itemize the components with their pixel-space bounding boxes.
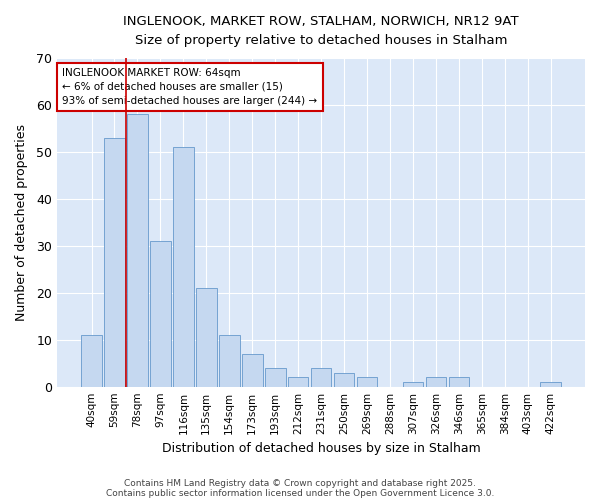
- Text: Contains public sector information licensed under the Open Government Licence 3.: Contains public sector information licen…: [106, 488, 494, 498]
- X-axis label: Distribution of detached houses by size in Stalham: Distribution of detached houses by size …: [162, 442, 481, 455]
- Bar: [425, 378, 446, 386]
- Bar: [403, 382, 423, 386]
- Bar: [288, 378, 308, 386]
- Bar: [127, 114, 148, 386]
- Bar: [81, 335, 102, 386]
- Text: Contains HM Land Registry data © Crown copyright and database right 2025.: Contains HM Land Registry data © Crown c…: [124, 478, 476, 488]
- Bar: [334, 372, 355, 386]
- Bar: [104, 138, 125, 386]
- Bar: [150, 241, 171, 386]
- Bar: [311, 368, 331, 386]
- Bar: [356, 378, 377, 386]
- Bar: [265, 368, 286, 386]
- Bar: [449, 378, 469, 386]
- Bar: [242, 354, 263, 386]
- Bar: [173, 147, 194, 386]
- Y-axis label: Number of detached properties: Number of detached properties: [15, 124, 28, 321]
- Bar: [541, 382, 561, 386]
- Bar: [196, 288, 217, 386]
- Bar: [219, 335, 239, 386]
- Title: INGLENOOK, MARKET ROW, STALHAM, NORWICH, NR12 9AT
Size of property relative to d: INGLENOOK, MARKET ROW, STALHAM, NORWICH,…: [123, 15, 519, 47]
- Text: INGLENOOK MARKET ROW: 64sqm
← 6% of detached houses are smaller (15)
93% of semi: INGLENOOK MARKET ROW: 64sqm ← 6% of deta…: [62, 68, 317, 106]
